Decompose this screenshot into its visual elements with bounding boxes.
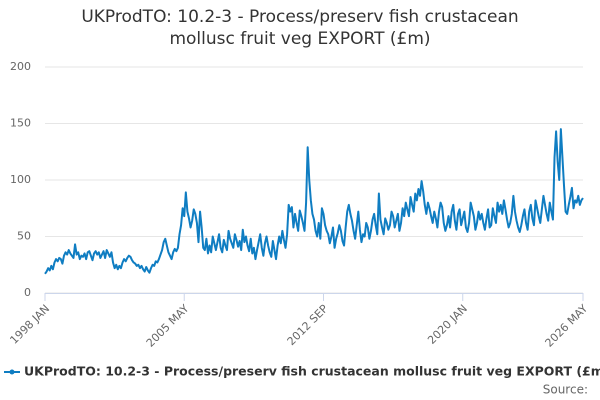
x-tick-label: 2005 MAY [144,302,192,350]
y-tick-label: 150 [10,117,31,130]
x-tick-label: 2026 MAY [543,302,591,350]
series-line [44,128,584,275]
y-tick-label: 200 [10,60,31,73]
x-tick-label: 2012 SEP [285,302,331,348]
source: Source: [543,383,588,397]
legend-marker [9,369,15,375]
x-tick-label: 2020 JAN [425,302,470,347]
x-tick-label: 1998 JAN [7,302,52,347]
legend-label: UKProdTO: 10.2-3 - Process/preserv fish … [24,364,600,379]
y-tick-label: 0 [24,286,31,299]
chart-title: UKProdTO: 10.2-3 - Process/preserv fish … [81,7,519,49]
y-tick-label: 100 [10,173,31,186]
y-tick-label: 50 [17,230,31,243]
